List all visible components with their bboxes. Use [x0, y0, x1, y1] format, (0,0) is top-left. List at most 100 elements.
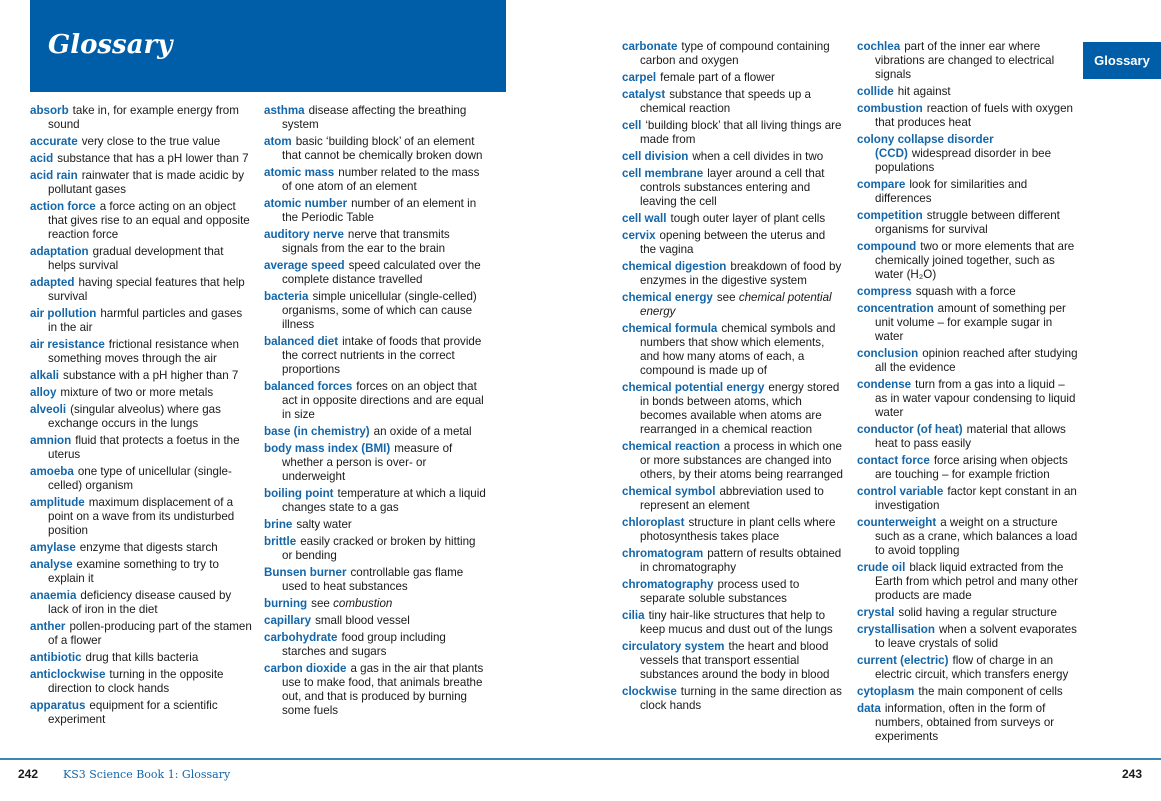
- glossary-entry: contact force force arising when objects …: [857, 454, 1079, 482]
- section-tab[interactable]: Glossary: [1083, 42, 1161, 79]
- glossary-definition: take in, for example energy from sound: [48, 104, 239, 131]
- glossary-entry: chromatography process used to separate s…: [622, 578, 844, 606]
- see-reference: chemical potential energy: [640, 291, 832, 318]
- glossary-entry: combustion reaction of fuels with oxygen …: [857, 102, 1079, 130]
- glossary-definition: easily cracked or broken by hitting or b…: [282, 535, 476, 562]
- glossary-term: apparatus: [30, 699, 86, 712]
- glossary-definition: an oxide of a metal: [373, 425, 472, 438]
- glossary-entry: conclusion opinion reached after studying…: [857, 347, 1079, 375]
- glossary-entry: chemical energy see chemical potential en…: [622, 291, 844, 319]
- glossary-definition: (singular alveolus) where gas exchange o…: [48, 403, 221, 430]
- glossary-definition: process used to separate soluble substan…: [640, 578, 800, 605]
- glossary-term: atomic mass: [264, 166, 335, 179]
- glossary-entry: adaptation gradual development that helps…: [30, 245, 252, 273]
- glossary-term: action force: [30, 200, 96, 213]
- glossary-term: chemical digestion: [622, 260, 727, 273]
- glossary-entry: cervix opening between the uterus and the…: [622, 229, 844, 257]
- glossary-entry: cell membrane layer around a cell that co…: [622, 167, 844, 209]
- glossary-entry: crystallisation when a solvent evaporates…: [857, 623, 1079, 651]
- glossary-definition: the main component of cells: [918, 685, 1063, 698]
- glossary-term: chloroplast: [622, 516, 685, 529]
- glossary-definition: gradual development that helps survival: [48, 245, 224, 272]
- glossary-definition: flow of charge in an electric circuit, w…: [875, 654, 1069, 681]
- glossary-definition: when a cell divides in two: [692, 150, 824, 163]
- glossary-entry: air resistance frictional resistance when…: [30, 338, 252, 366]
- glossary-definition: amount of something per unit volume – fo…: [875, 302, 1066, 343]
- glossary-entry: amplitude maximum displacement of a point…: [30, 496, 252, 538]
- glossary-entry: collide hit against: [857, 85, 1079, 99]
- glossary-definition: mixture of two or more metals: [60, 386, 214, 399]
- glossary-term: carbonate: [622, 40, 678, 53]
- glossary-entry: body mass index (BMI) measure of whether …: [264, 442, 486, 484]
- glossary-entry: Bunsen burner controllable gas flame used…: [264, 566, 486, 594]
- glossary-entry: amylase enzyme that digests starch: [30, 541, 252, 555]
- glossary-entry: antibiotic drug that kills bacteria: [30, 651, 252, 665]
- glossary-entry: atom basic ‘building block’ of an element…: [264, 135, 486, 163]
- glossary-definition: information, often in the form of number…: [875, 702, 1055, 743]
- glossary-term: compound: [857, 240, 917, 253]
- glossary-term: air pollution: [30, 307, 97, 320]
- glossary-definition: disease affecting the breathing system: [282, 104, 467, 131]
- glossary-entry: control variable factor kept constant in …: [857, 485, 1079, 513]
- glossary-definition: tough outer layer of plant cells: [670, 212, 826, 225]
- glossary-definition: struggle between different organisms for…: [875, 209, 1060, 236]
- glossary-entry: cochlea part of the inner ear where vibra…: [857, 40, 1079, 82]
- glossary-definition: opening between the uterus and the vagin…: [640, 229, 826, 256]
- glossary-entry: condense turn from a gas into a liquid – …: [857, 378, 1079, 420]
- glossary-definition: a force acting on an object that gives r…: [48, 200, 250, 241]
- glossary-entry: chemical symbol abbreviation used to repr…: [622, 485, 844, 513]
- page-number-right: 243: [1122, 767, 1143, 781]
- glossary-definition: turning in the opposite direction to clo…: [48, 668, 224, 695]
- glossary-term: acid rain: [30, 169, 78, 182]
- glossary-definition: part of the inner ear where vibrations a…: [875, 40, 1055, 81]
- glossary-entry: chemical digestion breakdown of food by e…: [622, 260, 844, 288]
- glossary-entry: alkali substance with a pH higher than 7: [30, 369, 252, 383]
- glossary-definition: temperature at which a liquid changes st…: [282, 487, 486, 514]
- glossary-definition: black liquid extracted from the Earth fr…: [875, 561, 1078, 602]
- glossary-entry: carpel female part of a flower: [622, 71, 844, 85]
- glossary-definition: force arising when objects are touching …: [875, 454, 1068, 481]
- glossary-definition: measure of whether a person is over- or …: [282, 442, 453, 483]
- glossary-column-1: absorb take in, for example energy from s…: [30, 104, 252, 730]
- glossary-definition: substance that has a pH lower than 7: [57, 152, 249, 165]
- glossary-term: chemical formula: [622, 322, 718, 335]
- glossary-entry: analyse examine something to try to expla…: [30, 558, 252, 586]
- glossary-definition: pollen-producing part of the stamen of a…: [48, 620, 252, 647]
- glossary-entry: atomic mass number related to the mass of…: [264, 166, 486, 194]
- glossary-term: cell division: [622, 150, 689, 163]
- glossary-definition: substance that speeds up a chemical reac…: [640, 88, 811, 115]
- glossary-entry: concentration amount of something per uni…: [857, 302, 1079, 344]
- glossary-term: brittle: [264, 535, 297, 548]
- glossary-term: asthma: [264, 104, 305, 117]
- glossary-definition: very close to the true value: [81, 135, 221, 148]
- glossary-definition: pattern of results obtained in chromatog…: [640, 547, 842, 574]
- glossary-definition: female part of a flower: [660, 71, 775, 84]
- glossary-definition: deficiency disease caused by lack of iro…: [48, 589, 232, 616]
- glossary-entry: circulatory system the heart and blood ve…: [622, 640, 844, 682]
- glossary-definition: food group including starches and sugars: [282, 631, 446, 658]
- glossary-term: atom: [264, 135, 292, 148]
- glossary-entry: chemical formula chemical symbols and num…: [622, 322, 844, 378]
- glossary-entry: amoeba one type of unicellular (single-ce…: [30, 465, 252, 493]
- glossary-entry: capillary small blood vessel: [264, 614, 486, 628]
- glossary-term: cell wall: [622, 212, 667, 225]
- glossary-term: bacteria: [264, 290, 309, 303]
- glossary-entry: chemical potential energy energy stored i…: [622, 381, 844, 437]
- glossary-term: anther: [30, 620, 66, 633]
- glossary-term: base (in chemistry): [264, 425, 370, 438]
- glossary-definition: see: [716, 291, 736, 304]
- glossary-definition: structure in plant cells where photosynt…: [640, 516, 836, 543]
- glossary-definition: tiny hair-like structures that help to k…: [640, 609, 833, 636]
- page-title: Glossary: [48, 30, 173, 60]
- glossary-entry: crystal solid having a regular structure: [857, 606, 1079, 620]
- glossary-entry: carbohydrate food group including starche…: [264, 631, 486, 659]
- glossary-term: competition: [857, 209, 923, 222]
- glossary-entry: clockwise turning in the same direction a…: [622, 685, 844, 713]
- glossary-entry: atomic number number of an element in the…: [264, 197, 486, 225]
- glossary-definition: intake of foods that provide the correct…: [282, 335, 482, 376]
- glossary-definition: enzyme that digests starch: [79, 541, 218, 554]
- glossary-definition: examine something to try to explain it: [48, 558, 219, 585]
- glossary-entry: conductor (of heat) material that allows …: [857, 423, 1079, 451]
- glossary-term: adaptation: [30, 245, 89, 258]
- glossary-entry: chromatogram pattern of results obtained …: [622, 547, 844, 575]
